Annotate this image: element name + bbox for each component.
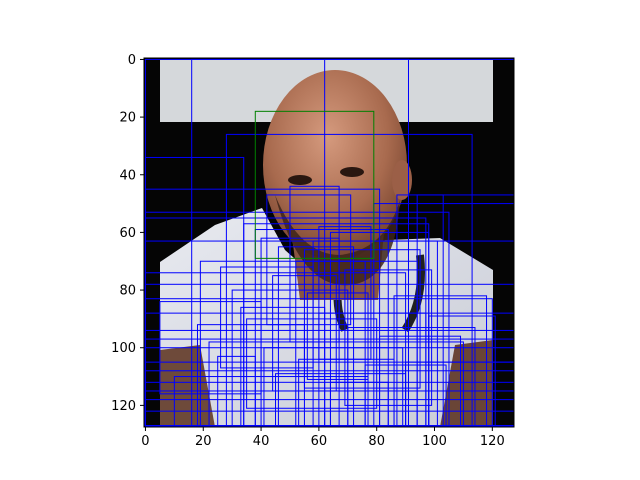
y-tick-label: 80 <box>119 284 136 299</box>
detection-box <box>246 318 378 409</box>
x-tick-label: 60 <box>311 434 328 449</box>
detection-box <box>364 364 447 427</box>
x-tick-label: 80 <box>368 434 385 449</box>
x-tick-label: 20 <box>195 434 212 449</box>
photo <box>144 58 514 427</box>
ear <box>392 160 412 200</box>
detection-box-layer <box>144 58 514 427</box>
x-tick-label: 100 <box>422 434 447 449</box>
y-tick-label: 0 <box>128 53 136 68</box>
detection-box <box>306 292 369 380</box>
detection-box <box>272 275 337 392</box>
detection-box <box>173 376 369 427</box>
y-tick-label: 100 <box>111 341 136 356</box>
left-arm <box>160 345 215 427</box>
tick-layer: 0 20 40 60 80 100 120 0 20 40 60 80 100 120 <box>111 53 505 449</box>
eye-left <box>288 175 312 185</box>
x-tick-label: 120 <box>480 434 505 449</box>
y-tick-label: 60 <box>119 226 136 241</box>
y-tick-label: 20 <box>119 111 136 126</box>
detection-box <box>159 301 262 395</box>
x-tick-label: 0 <box>141 434 149 449</box>
x-tick-label: 40 <box>253 434 270 449</box>
detection-box <box>344 269 433 406</box>
detection-box <box>303 249 421 389</box>
y-tick-label: 40 <box>119 168 136 183</box>
detection-box <box>217 355 256 427</box>
face-box <box>254 110 375 259</box>
detection-box <box>329 381 389 427</box>
beard <box>275 195 400 286</box>
detection-box <box>289 185 340 343</box>
detection-box <box>266 194 352 326</box>
detection-box <box>318 226 372 360</box>
y-tick-label: 120 <box>111 399 136 414</box>
axes-frame <box>143 57 515 428</box>
eye-right <box>340 167 364 177</box>
